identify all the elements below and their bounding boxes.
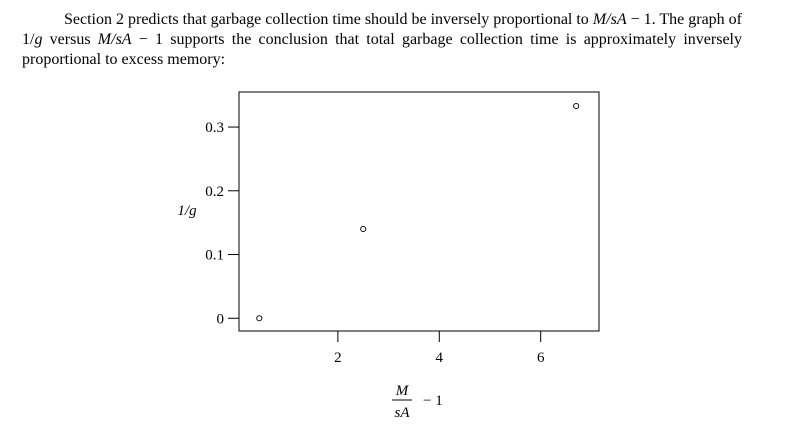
paragraph-text-1: Section 2 predicts that garbage collecti…	[64, 11, 593, 28]
x-tick-label: 6	[537, 350, 545, 366]
paragraph-math-1: M/sA	[592, 11, 627, 28]
y-tick-label: 0.3	[205, 120, 224, 136]
data-point	[573, 102, 580, 110]
paragraph-math-3: M/sA	[97, 31, 132, 48]
paragraph-text-2: − 1. The graph of 1/	[22, 11, 743, 48]
y-tick-label: 0.2	[205, 184, 224, 200]
paragraph-text-4: − 1 supports the conclusion that total g…	[22, 31, 742, 68]
data-point	[256, 315, 263, 322]
y-tick-label: 0.1	[205, 248, 224, 264]
paragraph-math-2: g	[34, 31, 43, 48]
paragraph-text-3: versus	[42, 31, 98, 48]
x-axis-label-denominator: sA	[395, 405, 411, 421]
x-axis-label-suffix: − 1	[423, 393, 443, 409]
body-paragraph: Section 2 predicts that garbage collecti…	[22, 10, 742, 70]
x-axis-label: M sA − 1	[392, 383, 443, 421]
x-axis: 2 4 6	[334, 331, 545, 366]
data-point	[360, 225, 367, 233]
x-tick-label: 2	[334, 350, 342, 366]
data-points	[256, 102, 580, 322]
x-axis-label-numerator: M	[395, 383, 410, 399]
plot-frame	[238, 91, 600, 332]
y-axis-label: 1/g	[177, 203, 197, 219]
x-tick-label: 4	[436, 350, 444, 366]
y-axis: 0 0.1 0.2 0.3	[205, 120, 239, 327]
y-tick-label: 0	[217, 311, 225, 327]
